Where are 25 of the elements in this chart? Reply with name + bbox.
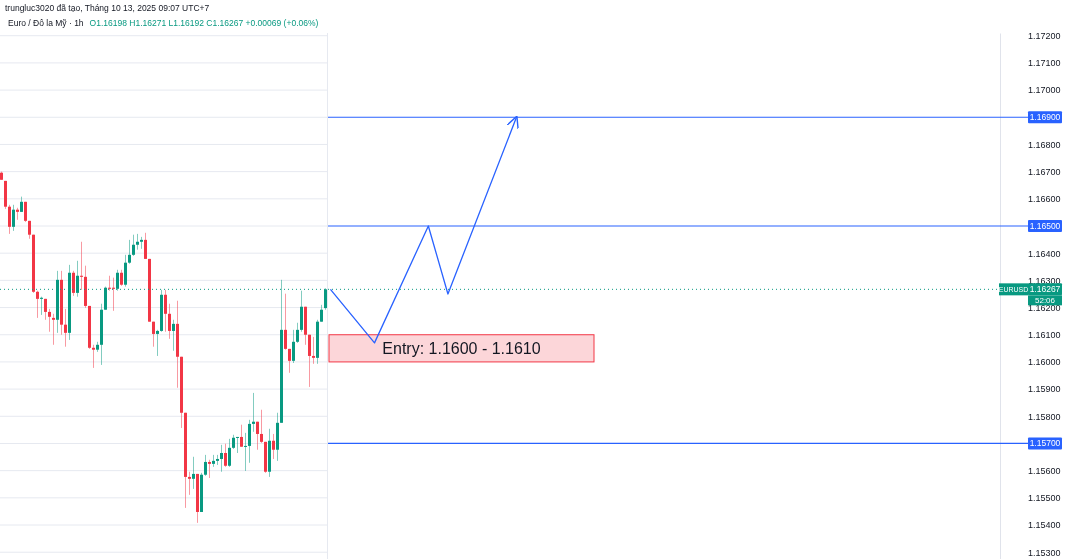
y-tick-label: 1.15900 <box>1028 384 1061 395</box>
candlestick <box>236 436 239 454</box>
y-tick-label: 1.16000 <box>1028 357 1061 368</box>
y-tick-label: 1.15500 <box>1028 493 1061 504</box>
y-tick-label: 1.16800 <box>1028 139 1061 150</box>
y-tick-label: 1.15800 <box>1028 411 1061 422</box>
y-tick-label: 1.17200 <box>1028 31 1061 42</box>
y-tick-label: 1.16700 <box>1028 167 1061 178</box>
ref-line-label: 1.15700 <box>1029 438 1061 449</box>
y-tick-label: 1.15400 <box>1028 520 1061 531</box>
y-tick-label: 1.16100 <box>1028 330 1061 341</box>
chart-subtitle: O1.16198 H1.16271 L1.16192 C1.16267 +0.00069 (+0.06%) <box>89 18 319 28</box>
ref-line-label: 1.16267 <box>1029 284 1061 295</box>
text: trungluc3020 đã tạo, Tháng 10 13, 2025 09:07 UTC+7 <box>5 3 210 13</box>
y-tick-label: 1.16400 <box>1028 248 1061 259</box>
candlestick <box>108 275 111 292</box>
ref-line-label: 1.16900 <box>1029 112 1061 123</box>
y-tick-label: 1.17000 <box>1028 85 1061 96</box>
y-tick-label: 1.16600 <box>1028 194 1061 205</box>
y-tick-label: 1.15600 <box>1028 466 1061 477</box>
chart-title: Euro / Đô la Mỹ · 1h <box>8 18 84 28</box>
y-tick-label: 1.17100 <box>1028 58 1061 69</box>
ref-line-label: 1.16500 <box>1029 220 1061 231</box>
y-tick-label: 1.15300 <box>1028 547 1061 558</box>
band-label: Entry: 1.1600 - 1.1610 <box>382 339 541 357</box>
